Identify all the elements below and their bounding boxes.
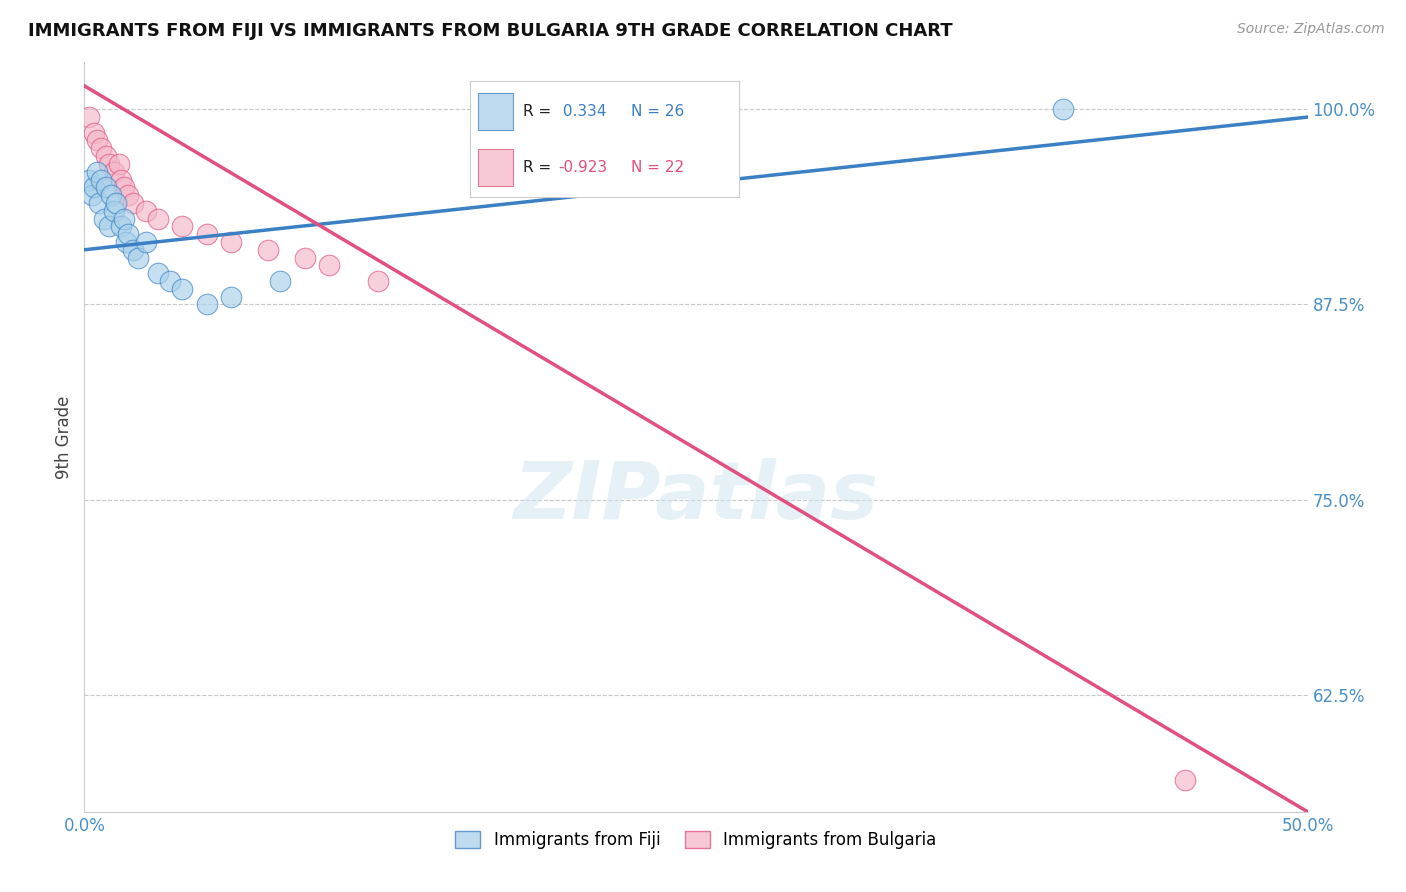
Legend: Immigrants from Fiji, Immigrants from Bulgaria: Immigrants from Fiji, Immigrants from Bu… — [449, 824, 943, 855]
Point — [269, 274, 291, 288]
Point — [77, 110, 100, 124]
Point — [83, 126, 105, 140]
Point — [83, 180, 105, 194]
Point — [90, 141, 112, 155]
Point — [146, 266, 169, 280]
Text: Source: ZipAtlas.com: Source: ZipAtlas.com — [1237, 22, 1385, 37]
Point — [159, 274, 181, 288]
Point — [117, 188, 139, 202]
Point — [103, 164, 125, 178]
Point — [107, 157, 129, 171]
Text: ZIPatlas: ZIPatlas — [513, 458, 879, 536]
Point — [122, 243, 145, 257]
Point — [97, 219, 120, 234]
Point — [219, 289, 242, 303]
Point — [117, 227, 139, 241]
Point — [294, 251, 316, 265]
Point — [115, 235, 138, 249]
Point — [77, 172, 100, 186]
Point — [86, 133, 108, 147]
Point — [87, 195, 110, 210]
Point — [127, 251, 149, 265]
Point — [195, 227, 218, 241]
Point — [90, 172, 112, 186]
Point — [318, 259, 340, 273]
Point — [96, 149, 118, 163]
Point — [112, 180, 135, 194]
Point — [86, 164, 108, 178]
Point — [172, 282, 194, 296]
Point — [80, 188, 103, 202]
Text: IMMIGRANTS FROM FIJI VS IMMIGRANTS FROM BULGARIA 9TH GRADE CORRELATION CHART: IMMIGRANTS FROM FIJI VS IMMIGRANTS FROM … — [28, 22, 953, 40]
Point — [96, 180, 118, 194]
Point — [1052, 102, 1074, 116]
Point — [112, 211, 135, 226]
Point — [110, 172, 132, 186]
Point — [195, 297, 218, 311]
Point — [105, 195, 128, 210]
Point — [367, 274, 389, 288]
Point — [219, 235, 242, 249]
Point — [122, 195, 145, 210]
Point — [110, 219, 132, 234]
Point — [1174, 773, 1197, 788]
Point — [97, 157, 120, 171]
Point — [93, 211, 115, 226]
Point — [146, 211, 169, 226]
Point — [103, 203, 125, 218]
Point — [100, 188, 122, 202]
Point — [257, 243, 280, 257]
Point — [172, 219, 194, 234]
Point — [135, 203, 157, 218]
Point — [135, 235, 157, 249]
Y-axis label: 9th Grade: 9th Grade — [55, 395, 73, 479]
